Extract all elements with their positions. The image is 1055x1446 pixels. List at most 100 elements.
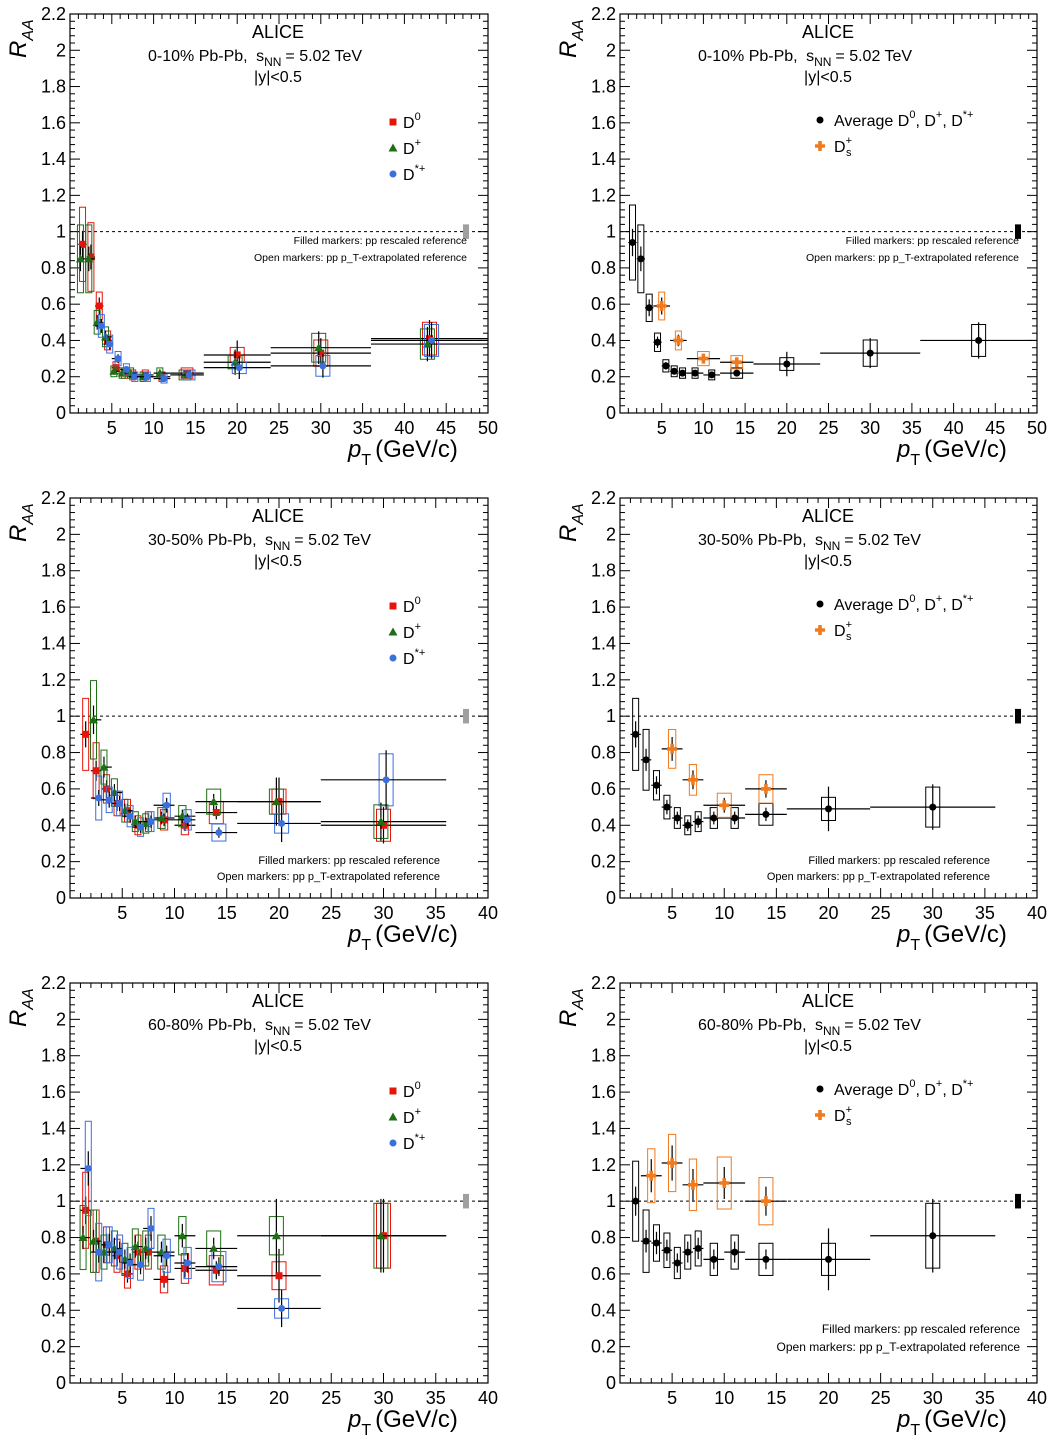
y-tick-label: 0.2 — [41, 367, 66, 387]
marker-triangle — [89, 715, 99, 724]
sqrt-s-sub: NN — [823, 539, 840, 553]
y-tick-label: 1.4 — [591, 633, 616, 653]
marker-triangle — [156, 1247, 166, 1256]
marker-square — [212, 1266, 220, 1274]
x-axis-title-unit: (GeV/c) — [375, 436, 458, 463]
x-tick-label: 15 — [735, 418, 755, 438]
centrality-text: 30-50% Pb-Pb, — [698, 532, 811, 549]
marker-circle — [105, 796, 113, 804]
marker-triangle — [271, 1231, 281, 1240]
marker-triangle — [209, 1243, 219, 1252]
normalization-box — [463, 708, 469, 724]
y-tick-label: 0.6 — [41, 1264, 66, 1284]
centrality-text: 30-50% Pb-Pb, — [148, 532, 261, 549]
energy-text: = 5.02 TeV — [844, 1017, 921, 1034]
x-axis-title: pT (GeV/c) — [347, 1406, 458, 1439]
panel-top-right: 0 0.2 0.4 0.6 0.8 1 1.2 1.4 1.6 1.8 2 2.2 5 10 15 20 25 3… — [555, 4, 1047, 469]
marker-square — [233, 351, 241, 359]
series-D0 — [78, 206, 488, 382]
marker-circle — [143, 373, 151, 381]
note-filled: Filled markers: pp rescaled reference — [294, 235, 467, 247]
marker-circle — [783, 360, 791, 368]
sqrt-s-sub: NN — [823, 1024, 840, 1038]
legend-label-ds: D+ s — [834, 135, 852, 159]
marker-circle — [694, 1244, 702, 1252]
legend-base: D — [403, 167, 415, 184]
note-open: Open markers: pp p_T-extrapolated refere… — [767, 871, 990, 883]
legend-label-ds: D+ s — [834, 619, 852, 643]
y-tick-label: 0.8 — [591, 743, 616, 763]
marker-circle — [663, 803, 671, 811]
x-tick-label: 10 — [714, 1388, 734, 1408]
legend-average-text: Average D — [834, 1082, 909, 1099]
y-tick-label: 1.8 — [591, 1046, 616, 1066]
legend: Average D0, D+, D*+D+ s — [815, 109, 974, 159]
note-open: Open markers: pp p_T-extrapolated refere… — [777, 1340, 1021, 1354]
legend-label-average: Average D0, D+, D*+ — [834, 1078, 974, 1099]
y-tick-label: 0.4 — [41, 1300, 66, 1320]
marker-circle — [215, 1263, 223, 1271]
note-filled: Filled markers: pp rescaled reference — [822, 1322, 1020, 1336]
y-tick-label: 2 — [56, 524, 66, 544]
series-Ds+ — [661, 729, 787, 818]
experiment-label: ALICE — [802, 22, 854, 42]
experiment-label: ALICE — [252, 991, 304, 1011]
marker-circle — [235, 364, 243, 372]
x-axis-title-unit: (GeV/c) — [924, 921, 1007, 948]
legend-sup: *+ — [963, 109, 974, 121]
marker-circle — [632, 1197, 640, 1205]
legend-average-text: Average D — [834, 597, 909, 614]
marker-circle — [866, 349, 874, 357]
normalization-box — [1015, 1193, 1021, 1209]
x-tick-label: 10 — [164, 903, 184, 923]
marker-triangle — [117, 368, 127, 377]
x-tick-label: 5 — [657, 418, 667, 438]
legend-sup: *+ — [415, 647, 426, 659]
y-axis-title-sub: AA — [570, 988, 587, 1010]
x-tick-label: 40 — [1027, 903, 1047, 923]
marker-triangle — [271, 797, 281, 806]
experiment-label: ALICE — [802, 991, 854, 1011]
legend-base: D — [403, 141, 415, 158]
series-Average D0, D+, D*+ — [630, 1160, 996, 1291]
marker-triangle — [314, 343, 324, 352]
legend-sub: s — [846, 631, 852, 643]
x-axis-title-p: p — [347, 436, 361, 463]
y-tick-label: 1 — [606, 706, 616, 726]
note-filled: Filled markers: pp rescaled reference — [808, 855, 990, 867]
marker-cross — [687, 1179, 698, 1190]
marker-circle — [642, 1237, 650, 1245]
legend-marker — [388, 627, 398, 636]
x-axis-title-unit: (GeV/c) — [375, 1406, 458, 1433]
legend-sup: 0 — [415, 111, 421, 123]
marker-circle — [662, 362, 670, 370]
marker-circle — [652, 781, 660, 789]
experiment-label: ALICE — [252, 22, 304, 42]
marker-circle — [122, 365, 130, 373]
marker-cross — [673, 335, 684, 346]
marker-circle — [137, 823, 145, 831]
marker-triangle — [109, 366, 119, 375]
panel-middle-left: 0 0.2 0.4 0.6 0.8 1 1.2 1.4 1.6 1.8 2 2.2 5 10 15 20 25 3… — [5, 488, 498, 954]
marker-square — [160, 1275, 168, 1283]
x-tick-label: 15 — [766, 903, 786, 923]
marker-circle — [654, 338, 662, 346]
centrality-text: 60-80% Pb-Pb, — [698, 1017, 811, 1034]
y-tick-label: 0 — [606, 1373, 616, 1393]
y-axis-title: RAA — [555, 503, 587, 542]
marker-circle — [929, 803, 937, 811]
y-tick-label: 0.8 — [41, 258, 66, 278]
marker-circle — [215, 829, 223, 837]
x-tick-label: 35 — [975, 1388, 995, 1408]
legend-label: D*+ — [403, 647, 425, 668]
legend-marker-ds — [815, 141, 825, 151]
y-tick-label: 0.2 — [591, 1337, 616, 1357]
legend-sup: + — [415, 621, 421, 633]
note-filled: Filled markers: pp rescaled reference — [846, 235, 1019, 247]
note-open: Open markers: pp p_T-extrapolated refere… — [254, 252, 467, 264]
y-axis-title-sub: AA — [570, 503, 587, 525]
marker-circle — [137, 1261, 145, 1269]
y-tick-label: 1.2 — [591, 670, 616, 690]
marker-square — [275, 1272, 283, 1280]
y-axis-title: RAA — [5, 19, 37, 58]
